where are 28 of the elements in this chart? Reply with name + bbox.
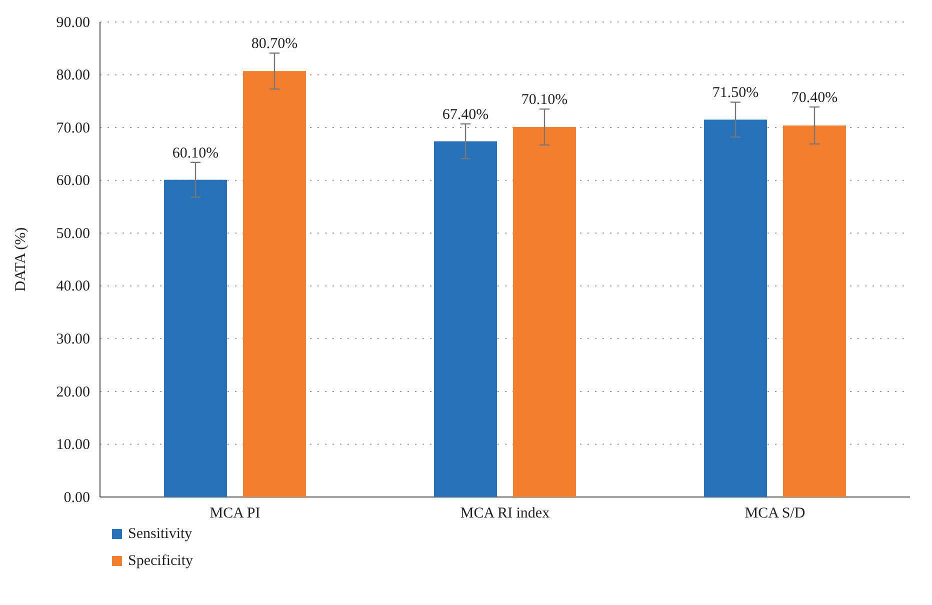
x-tick-label: MCA S/D: [744, 506, 806, 522]
bar: [783, 125, 846, 497]
legend-label: Specificity: [128, 553, 194, 569]
y-tick-label: 0.00: [64, 490, 90, 506]
bar: [704, 120, 767, 497]
y-tick-label: 80.00: [56, 68, 90, 84]
data-label: 60.10%: [172, 145, 219, 162]
y-tick-label: 70.00: [56, 120, 90, 136]
legend-label: Sensitivity: [128, 526, 193, 542]
y-tick-label: 10.00: [56, 437, 90, 454]
y-tick-label: 90.00: [56, 14, 90, 31]
y-tick-label: 60.00: [56, 173, 90, 190]
bar: [243, 71, 306, 497]
y-tick-label: 30.00: [56, 331, 90, 348]
bar: [513, 127, 576, 497]
x-tick-label: MCA RI index: [460, 506, 550, 522]
data-label: 67.40%: [442, 106, 489, 123]
y-tick-label: 40.00: [56, 278, 90, 295]
data-label: 80.70%: [251, 36, 298, 52]
y-axis-title: DATA (%): [13, 227, 29, 292]
bar: [434, 141, 497, 497]
x-tick-label: MCA PI: [210, 506, 260, 522]
data-label: 70.40%: [791, 90, 838, 106]
data-label: 70.10%: [521, 92, 568, 108]
y-tick-label: 50.00: [56, 226, 90, 242]
bar: [164, 180, 227, 497]
data-label: 71.50%: [712, 85, 759, 102]
y-tick-label: 20.00: [56, 384, 90, 400]
